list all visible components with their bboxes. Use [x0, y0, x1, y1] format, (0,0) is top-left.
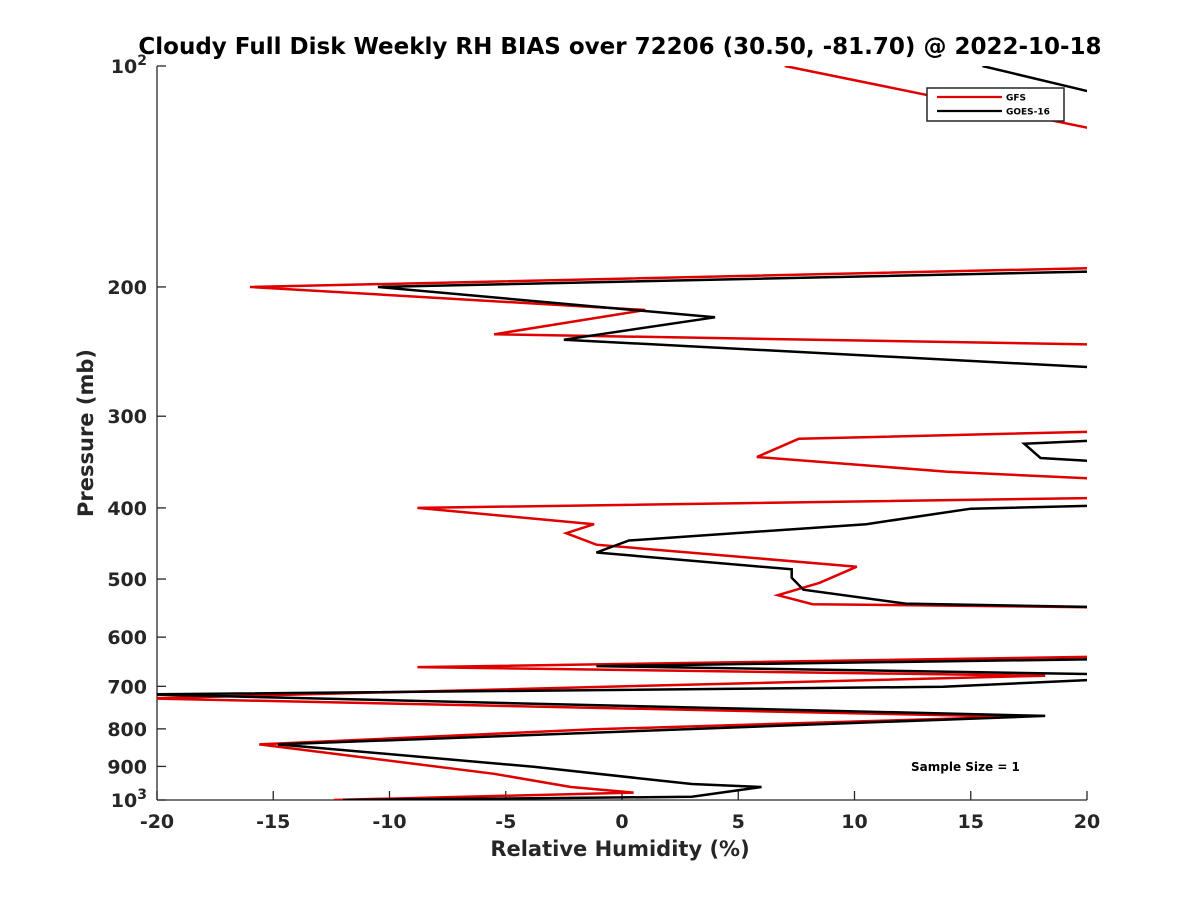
y-tick-label: 103: [111, 787, 147, 812]
series-line-gfs: [157, 66, 1087, 800]
y-tick-label: 800: [107, 719, 147, 741]
x-tick-label: 10: [841, 811, 867, 833]
x-axis-label: Relative Humidity (%): [490, 837, 749, 861]
y-tick-label: 500: [107, 569, 147, 591]
y-tick-label: 400: [107, 498, 147, 520]
y-tick-label-base: 10: [111, 790, 137, 812]
x-tick-label: -10: [372, 811, 406, 833]
x-tick-label: 15: [958, 811, 984, 833]
x-tick-label: -5: [495, 811, 516, 833]
sample-size-annotation: Sample Size = 1: [911, 760, 1020, 774]
y-tick-label: 102: [111, 53, 147, 78]
chart-title: Cloudy Full Disk Weekly RH BIAS over 722…: [138, 34, 1101, 60]
y-tick-label: 900: [107, 756, 147, 778]
x-tick-label: 0: [615, 811, 628, 833]
legend-label-gfs: GFS: [1006, 94, 1026, 104]
y-tick-label: 600: [107, 627, 147, 649]
series-lines: [157, 66, 1087, 800]
series-line-goes16: [157, 66, 1087, 800]
y-tick-label-base: 10: [111, 56, 137, 78]
legend-label-goes16: GOES-16: [1006, 108, 1050, 118]
x-tick-label: 5: [732, 811, 745, 833]
x-tick-label: -15: [256, 811, 290, 833]
y-tick-label-exponent: 2: [137, 53, 147, 69]
y-tick-label: 200: [107, 277, 147, 299]
legend-box: [926, 87, 1065, 122]
x-tick-label: 20: [1074, 811, 1100, 833]
axes: -20 -15 -10 -5 0 5 10 15 20102200300400500600700…: [107, 53, 1100, 833]
y-tick-label-exponent: 3: [137, 787, 147, 803]
x-tick-label: -20: [140, 811, 174, 833]
y-tick-label: 700: [107, 676, 147, 698]
legend: GFS GOES-16: [926, 87, 1065, 122]
y-tick-label: 300: [107, 406, 147, 428]
y-axis-label: Pressure (mb): [74, 349, 98, 517]
